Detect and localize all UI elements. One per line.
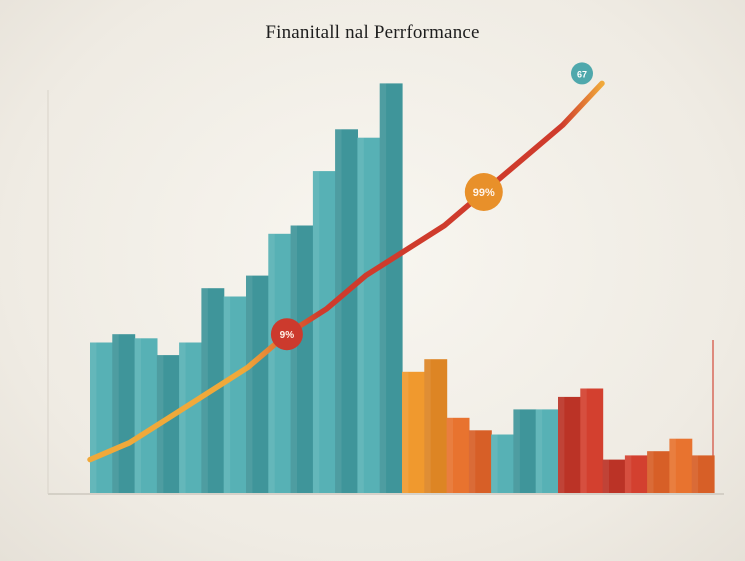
bar [134, 338, 158, 493]
bars-group [90, 83, 715, 494]
bar [290, 225, 314, 493]
marker-circle [270, 318, 303, 351]
bar-highlight [424, 359, 431, 493]
bar [535, 409, 559, 493]
bar [491, 434, 514, 493]
bar-highlight [535, 409, 543, 493]
bar-highlight [134, 338, 141, 493]
bar-highlight [580, 388, 587, 493]
bar-highlight [558, 396, 565, 493]
bar-highlight [90, 342, 97, 493]
bar [513, 409, 537, 493]
bar-highlight [513, 409, 520, 493]
bar-highlight [379, 83, 387, 494]
bar-highlight [669, 438, 676, 493]
bar [312, 171, 336, 493]
bar [669, 438, 693, 493]
chart-title: Finanitall nal Perrformance [265, 22, 480, 43]
bar-highlight [491, 434, 498, 493]
bar [268, 233, 292, 494]
bar-highlight [468, 430, 476, 493]
bar [112, 334, 136, 493]
bar-highlight [246, 275, 253, 493]
bar [691, 455, 715, 493]
bar [357, 137, 381, 493]
bar [624, 455, 648, 493]
bar-highlight [268, 233, 275, 494]
bar-highlight [335, 129, 342, 494]
bar [335, 129, 358, 494]
bar-highlight [201, 288, 208, 493]
bar-highlight [602, 459, 609, 493]
bar [223, 296, 247, 493]
marker-circle [464, 173, 503, 211]
trend-line-group [87, 80, 605, 463]
bar [379, 83, 403, 494]
bar-highlight [223, 296, 231, 493]
bar [424, 359, 448, 493]
bar-highlight [290, 225, 297, 493]
bar [402, 371, 425, 493]
marker-label: 9% [280, 330, 295, 341]
bar [246, 275, 269, 493]
bar [156, 355, 180, 493]
bar-highlight [446, 417, 453, 493]
trend-line [87, 80, 605, 463]
bar-highlight [112, 334, 119, 493]
bar-highlight [647, 451, 654, 493]
bar [602, 459, 626, 493]
bar [446, 417, 470, 493]
bar-highlight [402, 371, 409, 493]
callout-label: 67 [577, 69, 587, 79]
bar-highlight [357, 137, 364, 493]
bar [580, 388, 604, 493]
marker-label: 99% [473, 187, 495, 199]
callout-circle [571, 62, 593, 85]
bar-highlight [691, 455, 699, 493]
bar-highlight [312, 171, 320, 493]
markers-group: 9% 99% 67 [270, 62, 593, 351]
bar [647, 451, 670, 493]
bar-highlight [624, 455, 632, 493]
bar [558, 396, 581, 493]
bar [179, 342, 202, 493]
bar [468, 430, 492, 493]
bar-highlight [179, 342, 186, 493]
